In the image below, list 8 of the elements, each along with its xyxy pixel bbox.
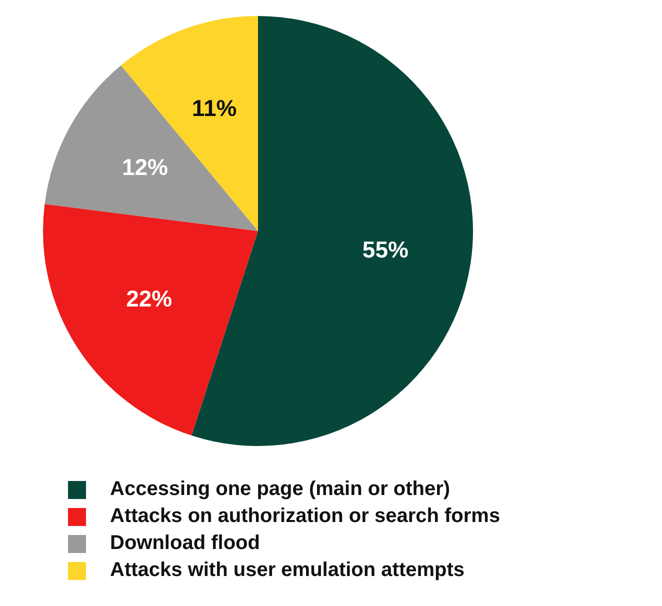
data-label: 11% <box>192 94 237 121</box>
data-label: 12% <box>122 154 168 180</box>
legend-label: Download flood <box>110 532 260 555</box>
legend-label: Attacks with user emulation attempts <box>110 559 465 582</box>
data-label: 22% <box>126 285 172 312</box>
legend-label: Attacks on authorization or search forms <box>110 505 500 528</box>
data-label: 55% <box>362 236 408 263</box>
legend-label: Accessing one page (main or other) <box>110 478 450 501</box>
